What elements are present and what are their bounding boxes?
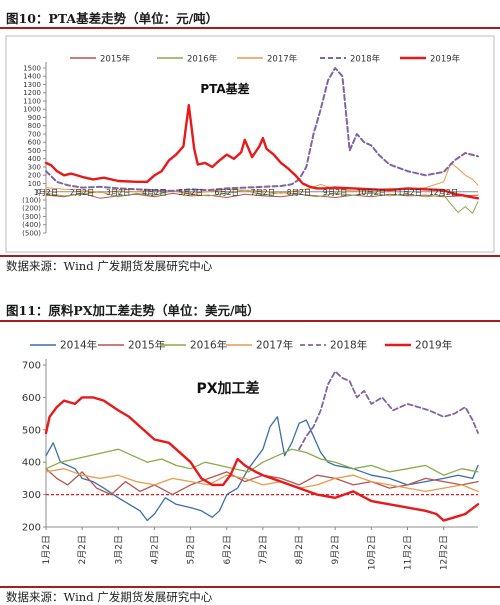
x-tick-label: 2月2日	[70, 188, 95, 197]
series-line-2014年	[45, 416, 479, 522]
figure-11-title: 图11：原料PX加工差走势（单位：美元/吨）	[6, 303, 260, 318]
x-tick-label: 11月2日	[393, 188, 422, 197]
chart-frame	[5, 35, 495, 253]
y-tick-label: 600	[22, 393, 41, 404]
legend-label: 2016年	[187, 54, 218, 65]
pta-basis-chart: 1500140013001200110010009008007006005004…	[5, 35, 495, 253]
y-tick-label: (200)	[22, 205, 41, 213]
series-line-2019年	[44, 103, 480, 200]
x-tick-label: 12月2日	[429, 188, 458, 197]
x-tick-label: 6月2日	[222, 535, 233, 564]
legend-label: 2016年	[190, 339, 227, 352]
series-line-2018年	[298, 370, 479, 451]
y-tick-label: 300	[28, 163, 41, 171]
y-tick-label: 1100	[23, 97, 41, 105]
y-tick-label: 400	[22, 458, 41, 469]
legend-label: 2017年	[256, 339, 293, 352]
x-tick-label: 5月2日	[186, 535, 197, 564]
x-tick-label: 10月2日	[366, 535, 377, 570]
legend-label: 2018年	[330, 339, 367, 352]
legend-label: 2017年	[267, 54, 298, 65]
figure-11-bottom-rule	[0, 586, 500, 588]
chart-title: PX加工差	[196, 380, 259, 397]
x-tick-label: 10月2日	[357, 188, 386, 197]
figure-10-title-rule	[0, 27, 500, 29]
y-tick-label: (300)	[22, 213, 41, 221]
series-line-2018年	[45, 67, 479, 192]
figure-10-source: 数据来源：Wind 广发期货发展研究中心	[6, 259, 213, 273]
y-tick-label: 200	[28, 172, 41, 180]
y-tick-label: 1000	[23, 106, 41, 114]
y-tick-label: 900	[28, 114, 41, 122]
x-tick-label: 8月2日	[294, 535, 305, 564]
y-tick-label: 500	[22, 425, 41, 436]
y-tick-label: 1300	[23, 81, 41, 89]
x-tick-label: 3月2日	[113, 535, 124, 564]
figure-11-source: 数据来源：Wind 广发期货发展研究中心	[6, 590, 213, 604]
figure-10-bottom-rule	[0, 255, 500, 257]
chart-title: PTA基差	[200, 81, 249, 96]
x-tick-label: 1月2日	[41, 535, 52, 564]
legend-label: 2015年	[128, 339, 165, 352]
y-tick-label: 300	[22, 490, 41, 501]
x-tick-label: 7月2日	[251, 188, 276, 197]
series-line-2019年	[44, 396, 480, 522]
y-tick-label: (500)	[22, 229, 41, 237]
x-tick-label: 1月2日	[34, 188, 59, 197]
y-tick-label: 500	[28, 147, 41, 155]
x-tick-label: 3月2日	[106, 188, 131, 197]
y-tick-label: (100)	[22, 196, 41, 204]
x-tick-label: 5月2日	[178, 188, 203, 197]
figure-10-title: 图10：PTA基差走势（单位：元/吨）	[6, 11, 219, 26]
x-tick-label: 6月2日	[214, 188, 239, 197]
y-tick-label: 1500	[23, 64, 41, 72]
legend-label: 2015年	[100, 54, 131, 65]
x-tick-label: 4月2日	[142, 188, 167, 197]
y-tick-label: 400	[28, 155, 41, 163]
y-tick-label: 800	[28, 122, 41, 130]
y-tick-label: 200	[22, 523, 41, 534]
series-line-2016年	[45, 448, 479, 476]
legend-label: 2019年	[430, 54, 461, 65]
y-tick-label: 1400	[23, 73, 41, 81]
figure-11-title-rule	[0, 320, 500, 322]
y-tick-label: (400)	[22, 221, 41, 229]
legend-label: 2014年	[60, 339, 97, 352]
y-tick-label: 1200	[23, 89, 41, 97]
series-line-2015年	[45, 468, 479, 496]
legend-label: 2019年	[415, 339, 452, 352]
x-tick-label: 11月2日	[403, 535, 414, 570]
y-tick-label: 0	[37, 188, 41, 196]
x-tick-label: 2月2日	[77, 535, 88, 564]
y-tick-label: 100	[28, 180, 41, 188]
series-line-2016年	[45, 189, 479, 214]
x-tick-label: 9月2日	[323, 188, 348, 197]
series-line-2015年	[45, 192, 479, 199]
series-line-2017年	[45, 468, 479, 493]
x-tick-label: 12月2日	[439, 535, 450, 570]
x-tick-label: 9月2日	[330, 535, 341, 564]
y-tick-label: 700	[28, 130, 41, 138]
x-tick-label: 7月2日	[258, 535, 269, 564]
legend-label: 2018年	[350, 54, 381, 65]
y-tick-label: 600	[28, 139, 41, 147]
x-tick-label: 8月2日	[287, 188, 312, 197]
series-line-2017年	[45, 162, 479, 194]
y-tick-label: 700	[22, 361, 41, 372]
x-tick-label: 4月2日	[149, 535, 160, 564]
